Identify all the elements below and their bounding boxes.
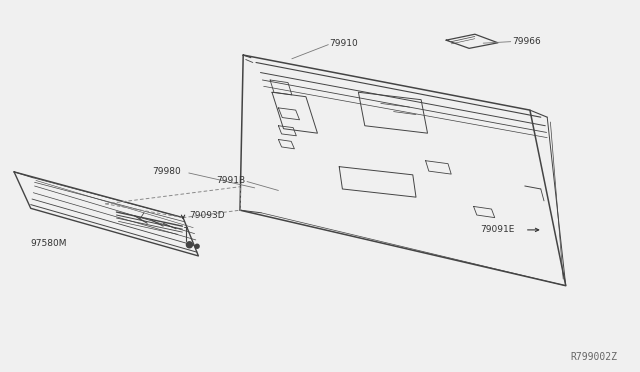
Circle shape [186,242,193,248]
Text: R799002Z: R799002Z [571,352,618,362]
Text: 79093D: 79093D [189,211,225,219]
Text: 79966: 79966 [512,37,541,46]
Text: 7991B: 7991B [216,176,246,185]
Text: 79980: 79980 [152,167,181,176]
Text: 79091E: 79091E [480,225,515,234]
Text: 97580M: 97580M [31,239,67,248]
Circle shape [195,244,199,248]
Text: 79910: 79910 [330,39,358,48]
